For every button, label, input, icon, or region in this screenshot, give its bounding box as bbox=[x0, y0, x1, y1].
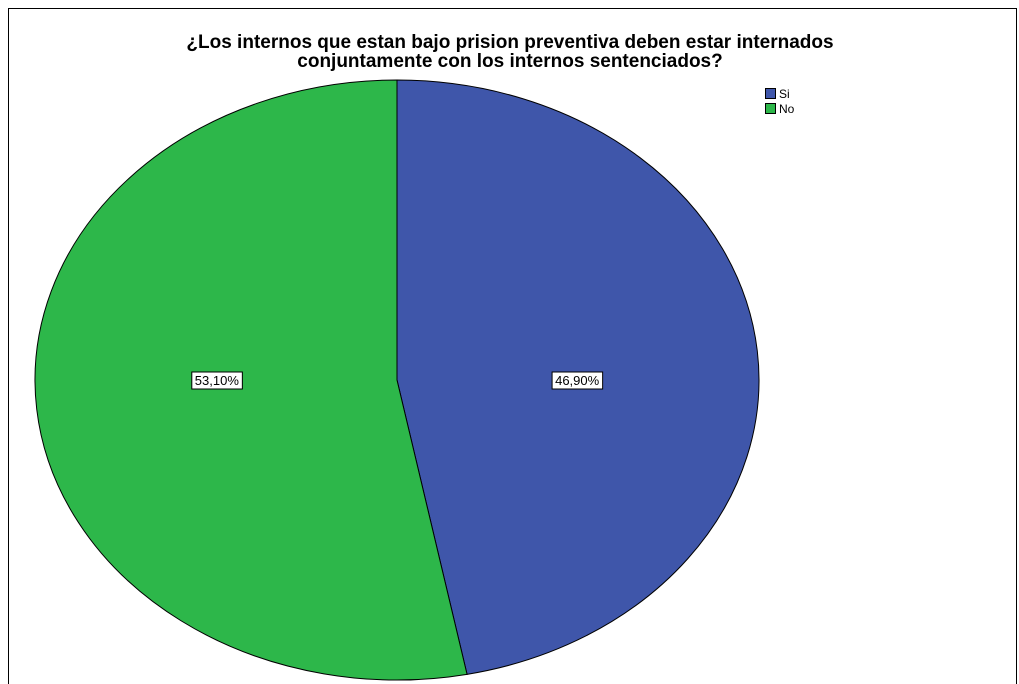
legend-item-si: Si bbox=[765, 86, 794, 101]
legend-swatch-no bbox=[765, 103, 776, 114]
chart-title: ¿Los internos que estan bajo prision pre… bbox=[60, 33, 960, 71]
legend-item-no: No bbox=[765, 101, 794, 116]
legend-label-no: No bbox=[779, 101, 795, 116]
pie-label-text-no: 53,10% bbox=[195, 373, 240, 388]
legend-label-si: Si bbox=[779, 86, 790, 101]
pie-label-box-no bbox=[191, 371, 243, 390]
pie-label-si: 46,90% bbox=[551, 371, 604, 390]
pie-slice-no bbox=[34, 79, 468, 681]
chart-title-line-2: conjuntamente con los internos sentencia… bbox=[297, 51, 723, 72]
pie-label-no: 53,10% bbox=[191, 371, 243, 390]
chart-legend: Si No bbox=[765, 86, 794, 116]
legend-swatch-si bbox=[765, 88, 776, 99]
pie-label-box-si bbox=[551, 371, 604, 390]
pie-label-text-si: 46,90% bbox=[555, 373, 600, 388]
chart-title-line-1: ¿Los internos que estan bajo prision pre… bbox=[186, 32, 834, 53]
